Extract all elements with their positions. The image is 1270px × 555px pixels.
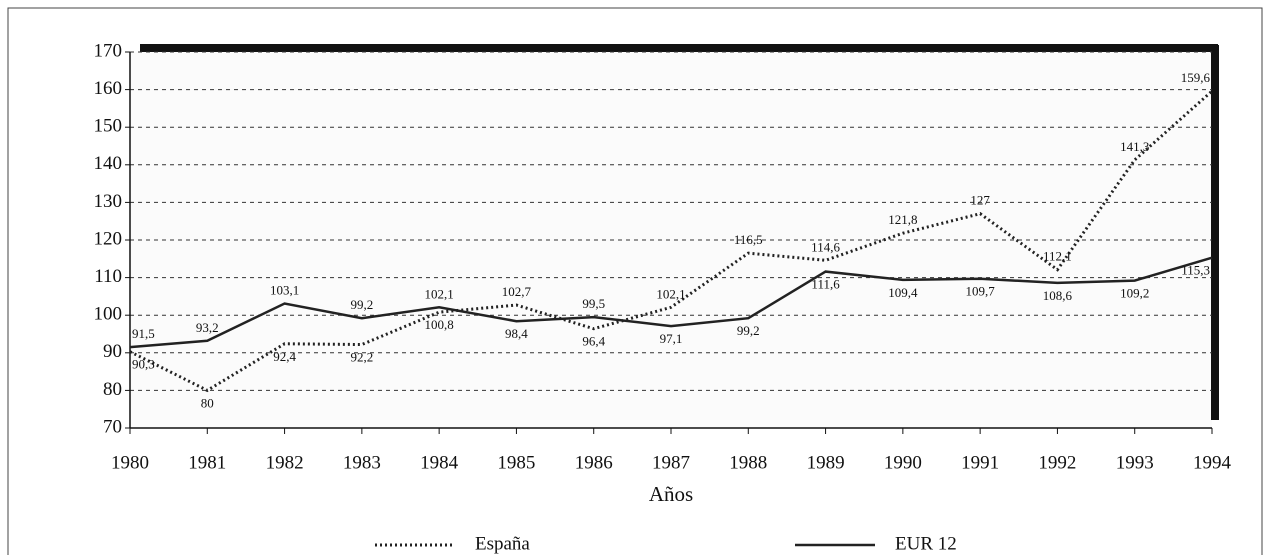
data-label: 112,1: [1043, 249, 1072, 264]
series-line: [129, 256, 1213, 349]
data-label: 102,1: [656, 286, 685, 301]
x-tick-label: 1980: [111, 452, 149, 473]
y-tick-label: 110: [94, 266, 122, 287]
data-label: 108,6: [1043, 288, 1073, 303]
series-line: [129, 89, 1213, 393]
data-label: 92,4: [273, 349, 296, 364]
data-label: 99,2: [737, 323, 760, 338]
legend-label: EUR 12: [895, 533, 957, 554]
x-tick-label: 1991: [961, 452, 999, 473]
x-tick-label: 1988: [729, 452, 767, 473]
x-tick-label: 1984: [420, 452, 459, 473]
data-label: 102,1: [425, 286, 454, 301]
data-label: 80: [201, 395, 214, 410]
data-label: 98,4: [505, 326, 528, 341]
data-label: 115,3: [1181, 263, 1210, 278]
data-label: 103,1: [270, 283, 299, 298]
legend-label: España: [475, 533, 530, 554]
data-label: 100,8: [425, 317, 454, 332]
x-tick-label: 1992: [1038, 452, 1076, 473]
data-label: 127: [970, 193, 990, 208]
y-tick-label: 170: [94, 40, 123, 61]
data-label: 90,3: [132, 357, 155, 372]
y-tick-label: 70: [103, 416, 122, 437]
data-label: 141,3: [1120, 139, 1149, 154]
data-label: 91,5: [132, 326, 155, 341]
data-label: 96,4: [582, 334, 605, 349]
y-tick-label: 80: [103, 379, 122, 400]
data-label: 109,2: [1120, 286, 1149, 301]
y-tick-label: 140: [94, 153, 123, 174]
data-label: 99,5: [582, 296, 605, 311]
data-label: 114,6: [811, 239, 840, 254]
x-tick-label: 1990: [884, 452, 922, 473]
data-label: 159,6: [1181, 70, 1211, 85]
data-label: 111,6: [811, 277, 840, 292]
data-label: 116,5: [734, 232, 763, 247]
data-label: 121,8: [888, 212, 917, 227]
y-tick-label: 90: [103, 341, 122, 362]
x-axis-label: Años: [649, 482, 693, 506]
x-tick-label: 1987: [652, 452, 690, 473]
x-tick-label: 1993: [1116, 452, 1154, 473]
data-label: 92,2: [350, 350, 373, 365]
y-tick-label: 150: [94, 116, 123, 137]
y-tick-label: 160: [94, 78, 123, 99]
x-tick-label: 1985: [497, 452, 535, 473]
y-tick-label: 130: [94, 191, 123, 212]
data-label: 102,7: [502, 284, 532, 299]
frame: [7, 7, 1263, 555]
y-tick-label: 120: [94, 228, 123, 249]
y-tick-label: 100: [94, 304, 123, 325]
x-tick-label: 1986: [575, 452, 613, 473]
data-label: 97,1: [660, 331, 683, 346]
data-label: 99,2: [350, 297, 373, 312]
x-tick-label: 1994: [1193, 452, 1232, 473]
data-label: 93,2: [196, 320, 219, 335]
data-label: 109,4: [888, 285, 918, 300]
x-tick-label: 1982: [266, 452, 304, 473]
x-tick-label: 1983: [343, 452, 381, 473]
data-label: 109,7: [966, 284, 996, 299]
x-tick-label: 1981: [188, 452, 226, 473]
plot-area: [130, 52, 1212, 428]
x-tick-label: 1989: [807, 452, 845, 473]
